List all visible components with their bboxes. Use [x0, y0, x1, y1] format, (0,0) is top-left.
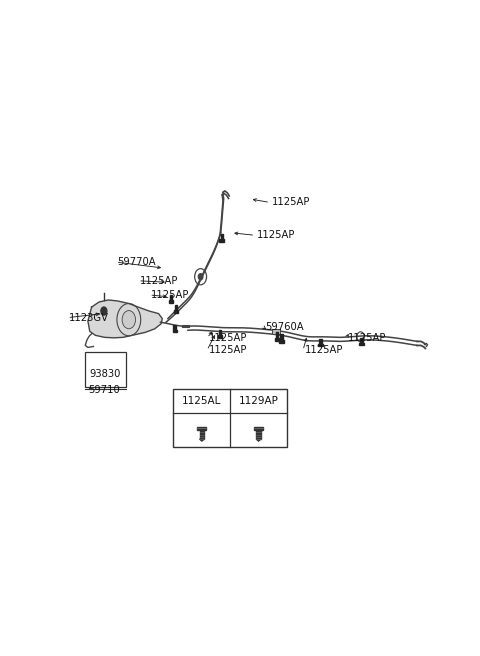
Text: 1125AP: 1125AP — [151, 290, 190, 300]
Text: 1125AP: 1125AP — [209, 333, 247, 343]
Bar — [173, 325, 176, 330]
Text: 1125AP: 1125AP — [348, 333, 387, 343]
Bar — [319, 339, 322, 344]
Bar — [173, 390, 287, 447]
Bar — [280, 335, 283, 340]
Polygon shape — [256, 439, 261, 441]
Circle shape — [122, 310, 135, 329]
Bar — [217, 335, 222, 338]
Bar — [85, 352, 126, 387]
Bar — [169, 295, 172, 300]
Polygon shape — [200, 439, 204, 441]
Bar — [276, 333, 278, 338]
Circle shape — [198, 274, 203, 279]
Bar — [272, 329, 280, 334]
Bar — [197, 426, 206, 430]
Bar — [220, 234, 223, 239]
Text: 1125AP: 1125AP — [209, 346, 247, 356]
Text: 59710: 59710 — [88, 385, 120, 396]
Bar — [318, 344, 323, 346]
Bar — [360, 338, 362, 343]
Bar — [279, 340, 284, 342]
Circle shape — [101, 307, 107, 315]
Bar — [254, 426, 263, 430]
Text: 93830: 93830 — [90, 369, 121, 379]
Text: 1125AL: 1125AL — [182, 396, 221, 406]
Bar — [275, 338, 279, 340]
Bar — [175, 305, 178, 310]
Text: 1129AP: 1129AP — [239, 396, 278, 406]
Bar — [173, 330, 177, 332]
Bar — [168, 300, 173, 303]
Bar — [256, 430, 261, 439]
Bar — [174, 310, 179, 312]
Bar — [219, 239, 224, 242]
Text: 59770A: 59770A — [118, 257, 156, 267]
Bar — [359, 343, 364, 346]
Text: 1125AP: 1125AP — [272, 197, 311, 207]
Bar — [200, 430, 204, 439]
Text: 1123GV: 1123GV — [69, 313, 109, 323]
Text: 1125AP: 1125AP — [140, 276, 179, 286]
Text: 1125AP: 1125AP — [305, 346, 343, 356]
Bar — [219, 330, 221, 335]
Polygon shape — [88, 300, 162, 338]
Text: 59760A: 59760A — [265, 322, 304, 332]
Text: 1125AP: 1125AP — [257, 230, 296, 240]
